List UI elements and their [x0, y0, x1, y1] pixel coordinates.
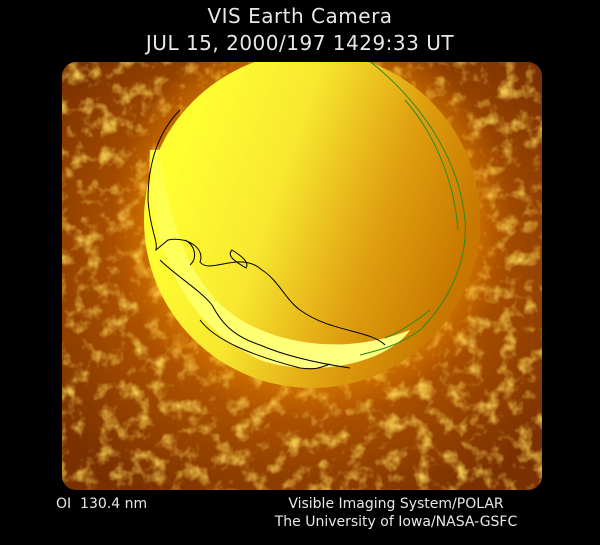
earth-image: [62, 62, 542, 490]
wavelength: OI 130.4 nm: [56, 496, 147, 512]
institution: The University of Iowa/NASA-GSFC: [274, 514, 518, 530]
timestamp: JUL 15, 2000/197 1429:33 UT: [144, 31, 454, 55]
title: VIS Earth Camera: [207, 4, 392, 28]
instrument: Visible Imaging System/POLAR: [288, 496, 504, 512]
